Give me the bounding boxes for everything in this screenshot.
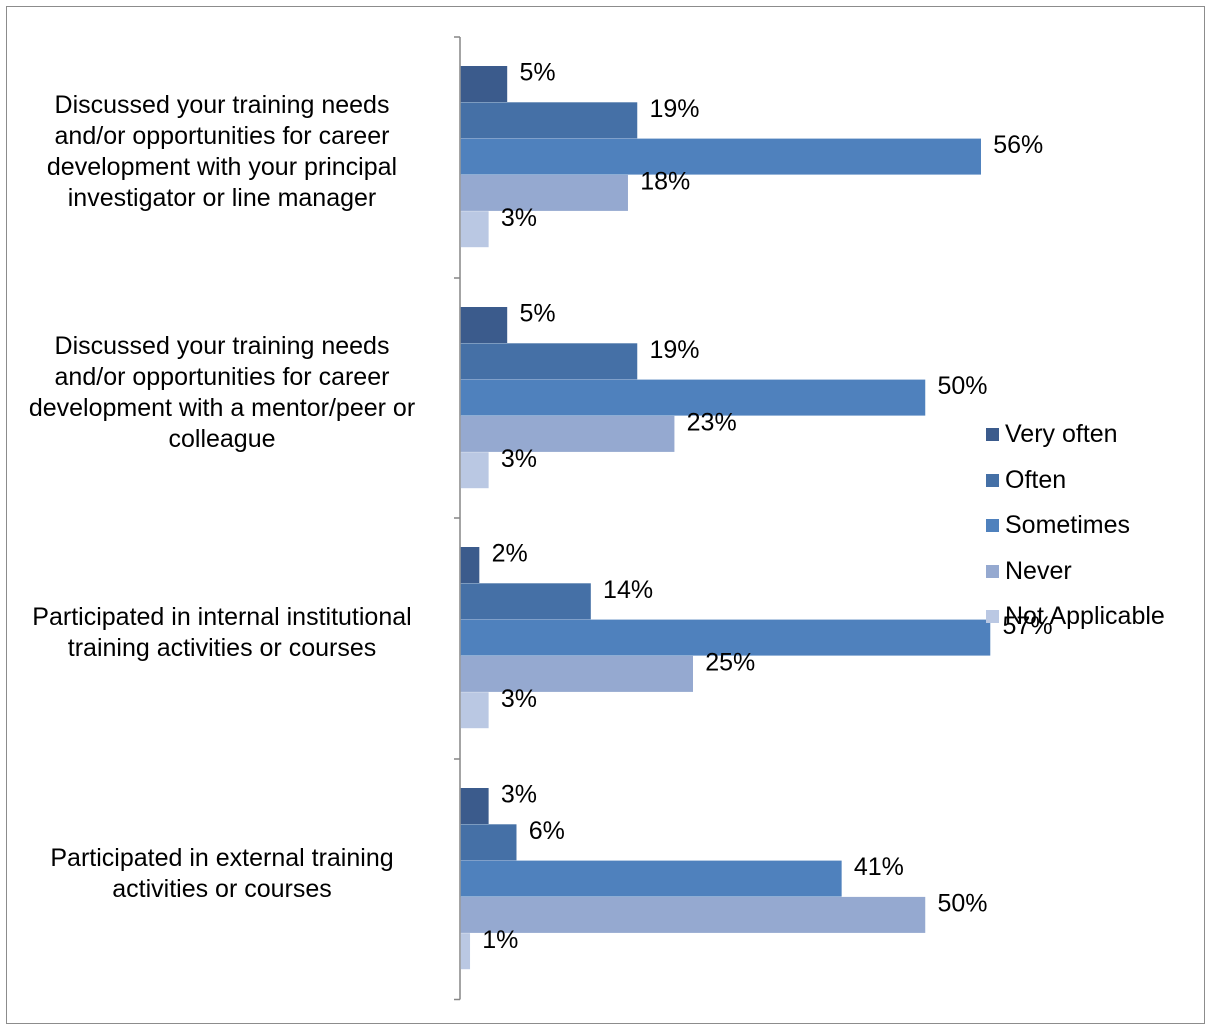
category-label: Discussed your training needs and/or oppo…	[8, 331, 436, 455]
legend-swatch	[986, 519, 999, 533]
data-label: 5%	[519, 300, 555, 328]
data-label: 25%	[705, 649, 755, 677]
bar	[460, 452, 489, 489]
bar	[460, 307, 508, 343]
category-label-line: activities or courses	[112, 875, 332, 904]
legend: Very often Often Sometimes Never Not Applica…	[986, 412, 1165, 640]
legend-label: Never	[1005, 556, 1072, 585]
data-label: 14%	[603, 576, 653, 604]
legend-swatch	[986, 473, 999, 487]
data-label: 5%	[519, 59, 555, 87]
legend-label: Very often	[1005, 420, 1118, 449]
category-label: Participated in internal institutional tr…	[8, 602, 436, 664]
data-label: 19%	[650, 336, 700, 364]
data-label: 19%	[650, 95, 700, 123]
category-label-line: development with a mentor/peer or	[28, 394, 416, 423]
category-axis	[454, 36, 461, 1001]
category-label: Participated in external training activit…	[8, 843, 436, 905]
bar	[460, 692, 489, 729]
legend-item: Sometimes	[986, 503, 1165, 549]
data-label: 56%	[993, 131, 1043, 159]
data-label: 3%	[501, 204, 537, 232]
bar	[460, 824, 517, 861]
category-label-line: investigator or line manager	[67, 184, 377, 213]
bar	[460, 379, 926, 416]
bar	[460, 415, 675, 452]
legend-item: Often	[986, 458, 1165, 504]
legend-label: Often	[1005, 465, 1067, 494]
data-label: 18%	[640, 168, 690, 196]
legend-item: Not Applicable	[986, 594, 1165, 640]
bar	[460, 860, 842, 897]
legend-label: Sometimes	[1005, 511, 1131, 540]
bar	[460, 583, 591, 620]
bars	[460, 66, 991, 970]
bar	[460, 102, 638, 139]
data-label: 6%	[529, 817, 565, 845]
category-label: Discussed your training needs and/or oppo…	[8, 90, 436, 214]
legend-item: Very often	[986, 412, 1165, 458]
legend-label: Not Applicable	[1005, 602, 1165, 631]
data-label: 3%	[501, 445, 537, 473]
data-label: 1%	[482, 926, 518, 954]
category-label-line: Discussed your training needs	[54, 91, 390, 120]
bar	[460, 896, 926, 933]
data-label: 3%	[501, 781, 537, 809]
legend-swatch	[986, 564, 999, 578]
bar	[460, 655, 693, 692]
category-label-line: Participated in external training	[50, 844, 394, 873]
bar	[460, 619, 991, 656]
category-label-line: and/or opportunities for career	[54, 363, 390, 392]
bar	[460, 211, 489, 248]
data-label: 41%	[854, 853, 904, 881]
bar	[460, 547, 480, 583]
category-label-line: training activities or courses	[67, 634, 377, 663]
data-label: 2%	[492, 540, 528, 568]
category-label-line: development with your principal	[46, 153, 398, 182]
bar	[460, 174, 628, 211]
bar	[460, 66, 508, 102]
category-label-line: Participated in internal institutional	[32, 603, 412, 632]
bar	[460, 343, 638, 380]
data-label: 50%	[938, 372, 988, 400]
category-label-line: colleague	[168, 425, 276, 454]
legend-swatch	[986, 428, 999, 442]
data-label: 50%	[938, 890, 988, 918]
bar	[460, 138, 981, 175]
legend-swatch	[986, 610, 999, 624]
bar	[460, 788, 489, 824]
data-label: 57%	[1003, 612, 1053, 640]
data-labels: 5% 19% 56% 18% 3% 5% 19% 50% 23% 3% 2% 14% 57% 25% 3% 3…	[482, 59, 1052, 954]
bar	[460, 933, 471, 970]
data-label: 3%	[501, 685, 537, 713]
data-label: 23%	[687, 409, 737, 437]
legend-item: Never	[986, 549, 1165, 595]
category-label-line: and/or opportunities for career	[54, 122, 390, 151]
category-label-line: Discussed your training needs	[54, 332, 390, 361]
